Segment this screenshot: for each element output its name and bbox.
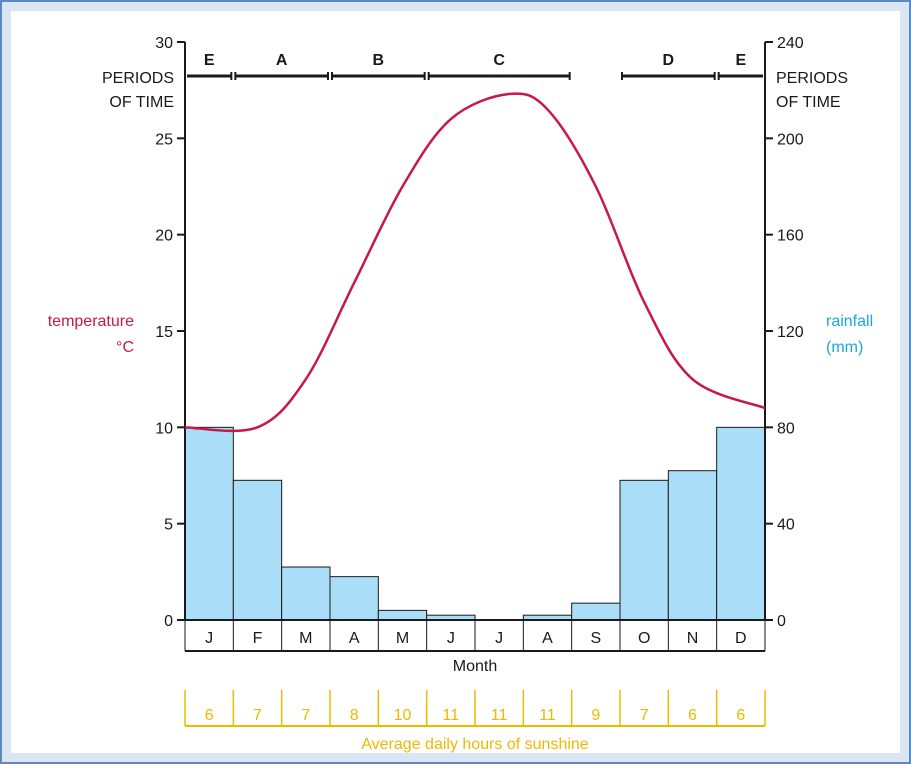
rainfall-bars: [184, 426, 766, 621]
x-axis-title: Month: [453, 658, 497, 675]
month-label: N: [687, 630, 699, 647]
month-label: S: [590, 630, 601, 647]
periods-label-left-line2: OF TIME: [109, 94, 174, 111]
left-tick-label: 0: [164, 613, 173, 630]
rainfall-bar: [571, 602, 621, 621]
sunshine-value: 7: [253, 707, 262, 724]
period-letter: E: [204, 52, 215, 69]
left-tick-label: 10: [155, 420, 173, 437]
rainfall-bar: [281, 566, 331, 621]
left-tick-label: 15: [155, 324, 173, 341]
left-tick-label: 30: [155, 35, 173, 52]
sunshine-value: 6: [736, 707, 745, 724]
sunshine-value: 9: [591, 707, 600, 724]
sunshine-value: 7: [301, 707, 310, 724]
rainfall-bar: [716, 426, 766, 621]
month-axis: J F M A M J J A S O N D Month: [184, 619, 766, 675]
axis-labels: PERIODS OF TIME PERIODS OF TIME temperature °…: [48, 70, 873, 356]
rainfall-bar: [232, 479, 283, 621]
month-label: J: [205, 630, 213, 647]
sunshine-value: 11: [539, 707, 556, 724]
left-tick-label: 5: [164, 517, 173, 534]
rainfall-bar: [184, 426, 234, 621]
right-tick-label: 200: [777, 131, 804, 148]
temperature-line: [184, 92, 766, 433]
axes: 0 5 10 15 20 25 30 0 40 80 120 160 200 240: [155, 35, 804, 630]
rainfall-unit-label: (mm): [826, 339, 863, 356]
rainfall-bar: [619, 479, 669, 621]
rainfall-bar: [667, 470, 718, 621]
month-label: M: [299, 630, 312, 647]
right-tick-label: 160: [777, 228, 804, 245]
sunshine-value: 6: [688, 707, 697, 724]
periods-label-left-line1: PERIODS: [102, 70, 174, 87]
left-tick-label: 25: [155, 131, 173, 148]
right-tick-label: 40: [777, 517, 795, 534]
sunshine-value: 11: [491, 707, 508, 724]
period-letter: E: [735, 52, 746, 69]
right-tick-label: 80: [777, 420, 795, 437]
month-label: O: [638, 630, 650, 647]
month-label: A: [542, 630, 553, 647]
right-tick-label: 0: [777, 613, 786, 630]
chart-panel: [11, 11, 900, 753]
month-label: J: [447, 630, 455, 647]
month-label: A: [349, 630, 360, 647]
sunshine-value: 8: [350, 707, 359, 724]
month-label: M: [396, 630, 409, 647]
rainfall-axis-label: rainfall: [826, 313, 873, 330]
month-label: F: [253, 630, 263, 647]
right-tick-label: 240: [777, 35, 804, 52]
sunshine-row: 6 7 7 8 10 11 11 11 9 7 6 6 Average daily hours of s…: [184, 690, 766, 753]
sunshine-value: 6: [205, 707, 214, 724]
sunshine-value: 10: [394, 707, 412, 724]
right-tick-label: 120: [777, 324, 804, 341]
sunshine-value: 7: [640, 707, 649, 724]
sunshine-value: 11: [443, 707, 460, 724]
rainfall-bar: [377, 609, 428, 621]
month-label: D: [735, 630, 747, 647]
temperature-axis-label: temperature: [48, 313, 134, 330]
period-letter: B: [373, 52, 385, 69]
periods-label-right-line1: PERIODS: [776, 70, 848, 87]
month-label: J: [495, 630, 503, 647]
rainfall-bar: [329, 576, 379, 621]
period-letter: D: [663, 52, 675, 69]
temperature-unit-label: °C: [116, 339, 134, 356]
sunshine-title: Average daily hours of sunshine: [361, 736, 589, 753]
left-tick-label: 20: [155, 228, 173, 245]
period-letter: C: [493, 52, 505, 69]
periods-label-right-line2: OF TIME: [776, 94, 841, 111]
period-letter: A: [276, 52, 288, 69]
